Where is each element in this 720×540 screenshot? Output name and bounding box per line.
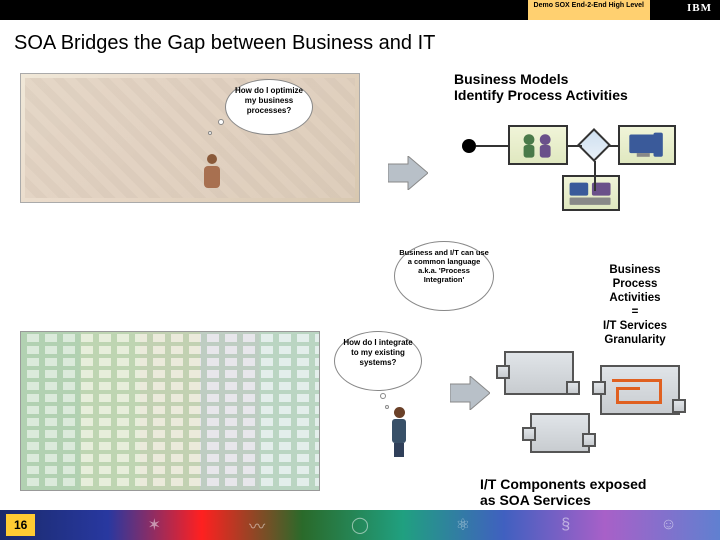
equation-text: Business Process Activities = I/T Servic…: [580, 263, 690, 347]
business-wall-photo: [20, 73, 360, 203]
component-diagram: [504, 351, 690, 461]
activity-subscreen-icon: [562, 175, 620, 211]
component-box: [530, 413, 590, 453]
ibm-logo: IBM: [687, 2, 712, 14]
bubble-trail-icon: [208, 131, 212, 135]
process-flowchart: [462, 125, 690, 205]
component-box: [504, 351, 574, 395]
footer-atom-icon: ⚛: [411, 510, 514, 540]
footer-bar: ✶ 〰 ◯ ⚛ § ☺: [0, 510, 720, 540]
activity-screen-icon: [618, 125, 676, 165]
port-icon: [672, 399, 686, 413]
heading-it-components: I/T Components exposed as SOA Services: [480, 476, 646, 508]
connector-line: [616, 387, 640, 390]
top-bar: Demo SOX End-2-End High Level IBM: [0, 0, 720, 20]
connector-line: [616, 401, 662, 404]
port-icon: [522, 427, 536, 441]
port-icon: [592, 381, 606, 395]
bubble-trail-icon: [218, 119, 224, 125]
footer-globe-icon: ◯: [309, 510, 412, 540]
port-icon: [566, 381, 580, 395]
footer-star-icon: ✶: [103, 510, 206, 540]
thought-bubble-optimize: How do I optimize my business processes?: [225, 79, 313, 135]
person-seated-icon: [201, 154, 223, 202]
connector-line: [659, 379, 662, 403]
person-standing-icon: [388, 407, 410, 463]
it-architecture-photo: [20, 331, 320, 491]
port-icon: [496, 365, 510, 379]
footer-face-icon: ☺: [617, 510, 720, 540]
thought-bubble-integrate: How do I integrate to my existing system…: [334, 331, 422, 391]
arrow-right-icon: [388, 156, 428, 190]
heading-business-models: Business Models Identify Process Activit…: [454, 71, 628, 103]
thought-bubble-common-language: Business and I/T can use a common langua…: [394, 241, 494, 311]
arrow-right-icon: [450, 376, 490, 410]
port-icon: [582, 433, 596, 447]
page-number: 16: [6, 514, 35, 536]
connector-line: [612, 379, 662, 382]
activity-people-icon: [508, 125, 568, 165]
demo-badge: Demo SOX End-2-End High Level: [528, 0, 650, 20]
bubble-trail-icon: [380, 393, 386, 399]
start-node-icon: [462, 139, 476, 153]
slide-title: SOA Bridges the Gap between Business and…: [0, 20, 720, 61]
slide-content: How do I optimize my business processes?…: [0, 61, 720, 521]
footer-swirl-icon: §: [514, 510, 617, 540]
component-box: [600, 365, 680, 415]
decision-node-icon: [577, 128, 611, 162]
footer-wave-icon: 〰: [206, 510, 309, 540]
